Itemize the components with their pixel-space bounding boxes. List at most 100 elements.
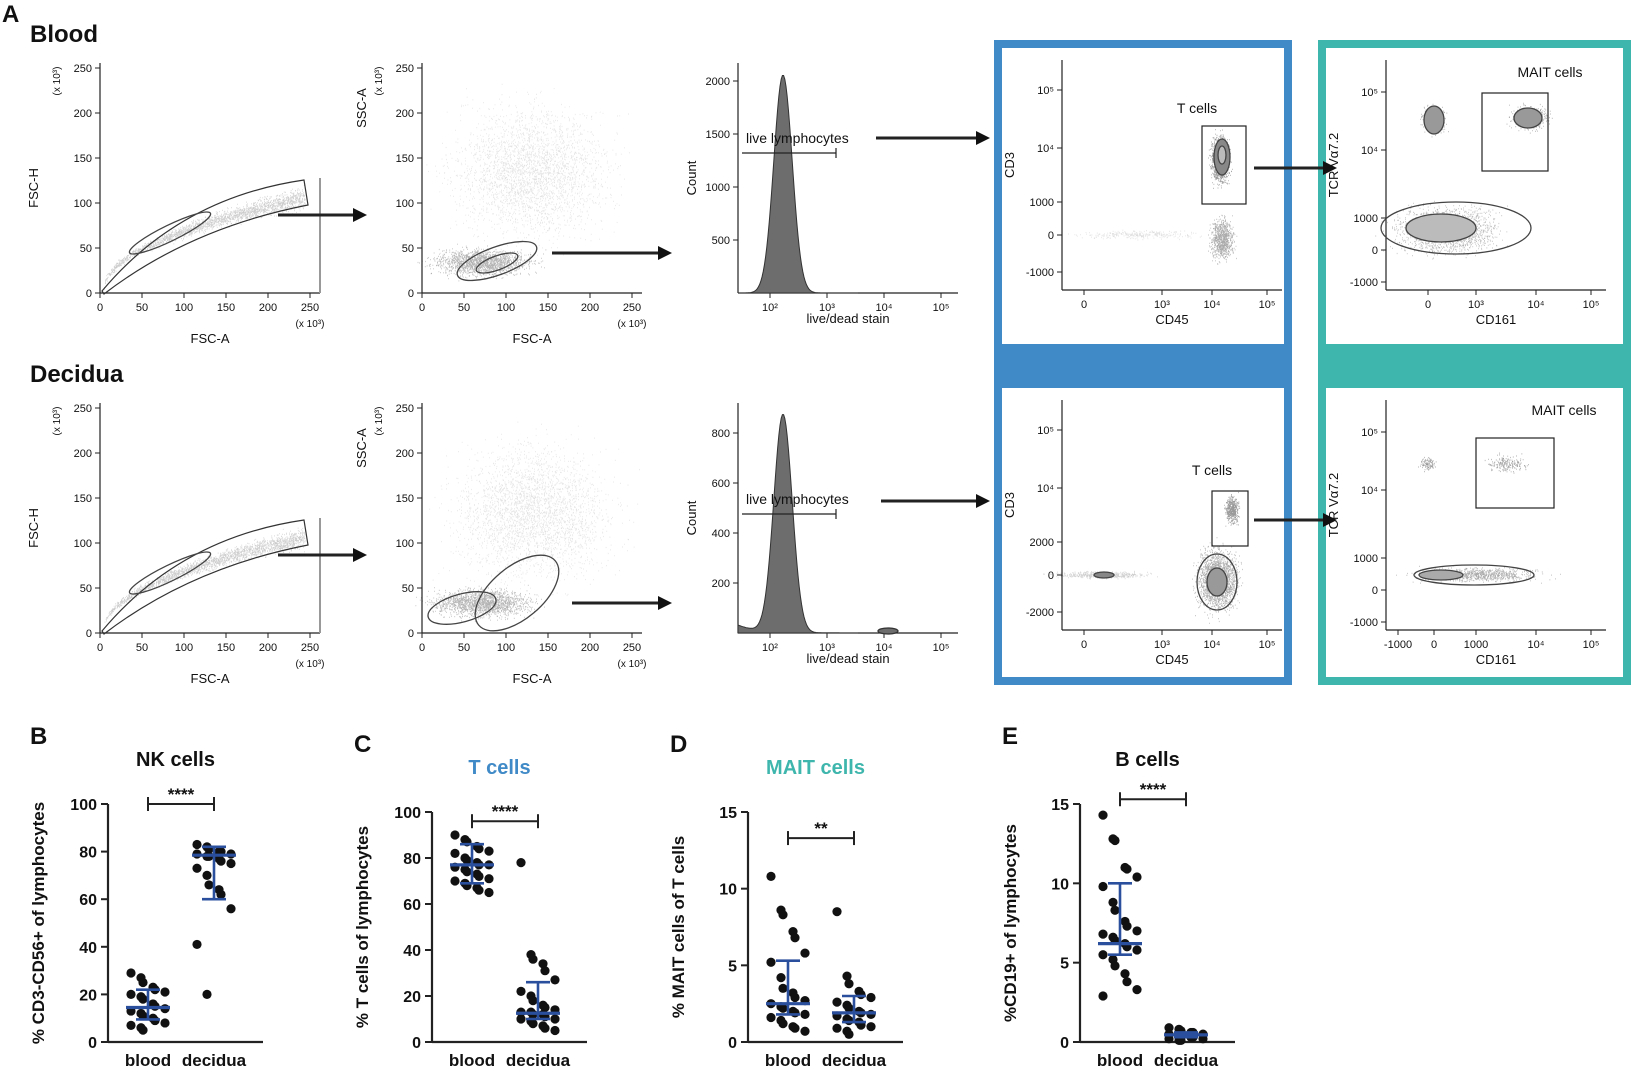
panel-C-dot-decidua	[516, 986, 526, 997]
decidua-hist-xtick-label: 10²	[762, 642, 778, 654]
panel-B-dot-decidua	[204, 880, 214, 890]
panel-C-dot-blood	[484, 887, 494, 898]
decidua-fsc-xtick-label: 200	[259, 642, 277, 654]
panel-D-dot-decidua	[844, 1029, 854, 1039]
panel-C-ytick-label: 80	[403, 851, 421, 868]
panel-C-dot-decidua	[540, 966, 550, 976]
panel-D-dot-blood	[800, 1009, 810, 1020]
panel-B-ytick-label: 20	[79, 987, 97, 1004]
blood-fsc-ylabel: FSC-H	[26, 168, 41, 208]
blood-hist-xtick-label: 10³	[819, 302, 835, 314]
panel-B-dot-blood	[126, 968, 136, 978]
decidua-hist-ylabel: Count	[684, 500, 699, 535]
decidua-hist-xtick-label: 10⁴	[876, 642, 893, 654]
panel-E-dot-blood	[1132, 926, 1142, 936]
decidua-cd3-ytick-label: 10⁴	[1037, 483, 1054, 495]
panel-B-ytick-label: 40	[79, 940, 97, 957]
blood-ssc-ytick-label: 0	[408, 288, 414, 300]
decidua-hist-ytick-label: 400	[712, 528, 730, 540]
panel-C-dot-decidua	[528, 996, 538, 1006]
decidua-ssc-xtick-label: 200	[581, 642, 599, 654]
blood-cd3-ytick-label: 10⁵	[1037, 85, 1054, 97]
row-title-blood: Blood	[30, 21, 98, 48]
blood-cd3-contour-inner	[1217, 145, 1227, 165]
decidua-ssc-y-mult: (x 10³)	[374, 407, 385, 436]
blood-hist-xtick-label: 10²	[762, 302, 778, 314]
decidua-tcr-ylabel: TCR Vα7.2	[1326, 473, 1341, 538]
blood-tcr-contour-outer	[1380, 201, 1532, 255]
panel-D-xtick-label-blood: blood	[765, 1051, 811, 1066]
decidua-tcr-xtick-label: 1000	[1464, 639, 1488, 651]
panel-E-xtick-label-decidua: decidua	[1154, 1051, 1219, 1066]
decidua-cd3-xlabel: CD45	[1155, 652, 1188, 667]
panel-C-ytick-label: 40	[403, 943, 421, 960]
decidua-hist-ytick-label: 200	[712, 578, 730, 590]
panel-D-dot-blood	[766, 1012, 776, 1023]
panel-C-significance: ****	[492, 802, 519, 821]
decidua-ssc-xtick-label: 0	[419, 642, 425, 654]
blood-fsc-xtick-label: 250	[301, 302, 319, 314]
panel-B-dot-blood	[138, 994, 148, 1004]
panel-E-dot-blood	[1132, 945, 1142, 955]
decidua-fsc-ytick-label: 100	[74, 538, 92, 550]
decidua-tcr-mait-gate	[1475, 437, 1555, 509]
blood-cd3-xtick-label: 10⁵	[1259, 299, 1276, 311]
blood-tcr-ytick-label: 1000	[1354, 213, 1378, 225]
decidua-hist-bump	[877, 627, 899, 635]
panel-E-dot-blood	[1122, 864, 1132, 874]
blood-ssc-ytick-label: 100	[396, 198, 414, 210]
blood-fsc-y-mult: (x 10³)	[52, 67, 63, 96]
decidua-ssc-x-mult: (x 10³)	[618, 659, 647, 670]
tcell-gate-band	[1002, 344, 1284, 388]
panel-B-ytick-label: 0	[88, 1035, 97, 1052]
decidua-fsc-singlet-gate	[101, 519, 309, 635]
decidua-arrow-1-head	[353, 548, 367, 562]
panel-B-ytick-label: 60	[79, 892, 97, 909]
panel-B-dot-decidua	[192, 863, 202, 873]
panel-D-dot-blood	[800, 1026, 810, 1036]
blood-ssc-xtick-label: 0	[419, 302, 425, 314]
decidua-ssc-ytick-label: 100	[396, 538, 414, 550]
panel-E-significance: ****	[1140, 780, 1167, 799]
panel-D-ytick-label: 10	[719, 882, 737, 899]
panel-E-dot-decidua	[1164, 1023, 1174, 1033]
blood-ssc-lymph-density	[411, 243, 547, 282]
panel-E-dot-blood	[1098, 950, 1108, 960]
panel-E-ytick-label: 15	[1051, 797, 1069, 814]
decidua-tcr-vneg-cloud	[1418, 456, 1437, 473]
decidua-arrow-4-head	[1323, 513, 1337, 527]
panel-E-ytick-label: 5	[1060, 956, 1069, 973]
decidua-ssc-ytick-label: 0	[408, 628, 414, 640]
panel-label-A: A	[2, 1, 19, 28]
blood-tcr-mait-label: MAIT cells	[1517, 64, 1582, 80]
blood-hist-ytick-label: 2000	[706, 76, 730, 88]
blood-cd3-tcell-label: T cells	[1177, 100, 1217, 116]
blood-cd3-xtick-label: 0	[1081, 299, 1087, 311]
decidua-ssc-xtick-label: 50	[458, 642, 470, 654]
decidua-cd3-neg-contour	[1093, 571, 1115, 579]
decidua-hist-xtick-label: 10³	[819, 642, 835, 654]
panel-C-dot-decidua	[550, 975, 560, 985]
tcell-gate-frame	[994, 40, 1292, 685]
panel-C-xtick-label-decidua: decidua	[506, 1051, 571, 1066]
panel-E-xtick-label-blood: blood	[1097, 1051, 1143, 1066]
panel-C-letter: C	[354, 731, 371, 758]
decidua-cd3-tcell-cloud	[1224, 491, 1241, 527]
blood-ssc-xtick-label: 50	[458, 302, 470, 314]
panel-C-dot-blood	[450, 848, 460, 859]
decidua-fsc-xtick-label: 50	[136, 642, 148, 654]
decidua-tcr-xtick-label: 10⁴	[1528, 639, 1545, 651]
blood-ssc-y-mult: (x 10³)	[374, 67, 385, 96]
panel-E-dot-blood	[1108, 897, 1118, 907]
decidua-tcr-ytick-label: 1000	[1354, 553, 1378, 565]
decidua-cd3-contour-outer	[1196, 553, 1238, 611]
panel-C-dot-decidua	[516, 858, 526, 868]
decidua-cd3-contour-inner	[1206, 567, 1228, 597]
decidua-cd3-ytick-label: -2000	[1026, 607, 1054, 619]
blood-fsc-xtick-label: 200	[259, 302, 277, 314]
blood-fsc-ytick-label: 250	[74, 63, 92, 75]
blood-ssc-xtick-label: 150	[539, 302, 557, 314]
blood-ssc-ytick-label: 250	[396, 63, 414, 75]
blood-cd3-ytick-label: -1000	[1026, 267, 1054, 279]
panel-B-dot-decidua	[216, 889, 226, 900]
